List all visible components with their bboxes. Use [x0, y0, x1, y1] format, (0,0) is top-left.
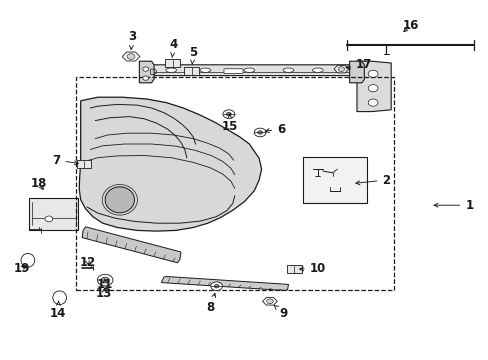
- Text: 10: 10: [299, 262, 325, 275]
- Text: 5: 5: [189, 46, 197, 64]
- Text: 3: 3: [128, 30, 136, 49]
- Text: 12: 12: [80, 256, 96, 269]
- Polygon shape: [139, 61, 154, 83]
- Ellipse shape: [142, 67, 148, 71]
- Polygon shape: [349, 61, 364, 83]
- Ellipse shape: [45, 216, 53, 222]
- Text: 17: 17: [346, 58, 372, 71]
- Text: 11: 11: [97, 278, 113, 291]
- FancyBboxPatch shape: [224, 69, 243, 73]
- Circle shape: [226, 112, 231, 116]
- Text: 2: 2: [355, 174, 389, 186]
- Text: 1: 1: [433, 199, 472, 212]
- Ellipse shape: [283, 68, 293, 72]
- Ellipse shape: [53, 291, 66, 305]
- Circle shape: [101, 277, 109, 283]
- Circle shape: [257, 131, 262, 134]
- Ellipse shape: [200, 68, 210, 72]
- Ellipse shape: [312, 68, 323, 72]
- Circle shape: [223, 110, 234, 118]
- Ellipse shape: [367, 99, 377, 106]
- Polygon shape: [262, 298, 277, 305]
- Polygon shape: [82, 227, 181, 263]
- FancyBboxPatch shape: [29, 198, 78, 230]
- Polygon shape: [142, 65, 351, 76]
- Text: 6: 6: [265, 123, 285, 136]
- Polygon shape: [356, 61, 390, 112]
- Ellipse shape: [165, 68, 176, 72]
- Circle shape: [337, 67, 344, 72]
- Ellipse shape: [244, 68, 254, 72]
- Polygon shape: [122, 52, 140, 61]
- Ellipse shape: [367, 85, 377, 92]
- Ellipse shape: [142, 76, 148, 80]
- Polygon shape: [333, 66, 348, 73]
- FancyBboxPatch shape: [184, 67, 199, 75]
- Ellipse shape: [367, 70, 377, 77]
- FancyBboxPatch shape: [303, 157, 366, 203]
- Text: 9: 9: [274, 305, 287, 320]
- Circle shape: [214, 284, 219, 288]
- Text: 15: 15: [221, 114, 238, 132]
- Ellipse shape: [105, 187, 134, 213]
- Ellipse shape: [21, 253, 35, 267]
- Text: 14: 14: [49, 301, 66, 320]
- Text: 4: 4: [169, 39, 177, 57]
- Circle shape: [266, 299, 273, 304]
- Text: 18: 18: [31, 177, 47, 190]
- FancyBboxPatch shape: [286, 265, 301, 273]
- Text: 7: 7: [52, 154, 78, 167]
- Circle shape: [254, 128, 265, 137]
- Text: 19: 19: [14, 262, 30, 275]
- Circle shape: [210, 282, 222, 291]
- Text: 13: 13: [96, 287, 112, 300]
- Text: 8: 8: [206, 293, 215, 314]
- Circle shape: [127, 54, 135, 59]
- Polygon shape: [161, 276, 288, 291]
- Polygon shape: [79, 97, 261, 231]
- FancyBboxPatch shape: [165, 59, 180, 67]
- FancyBboxPatch shape: [77, 160, 91, 168]
- Text: 16: 16: [402, 19, 418, 32]
- Circle shape: [97, 274, 113, 286]
